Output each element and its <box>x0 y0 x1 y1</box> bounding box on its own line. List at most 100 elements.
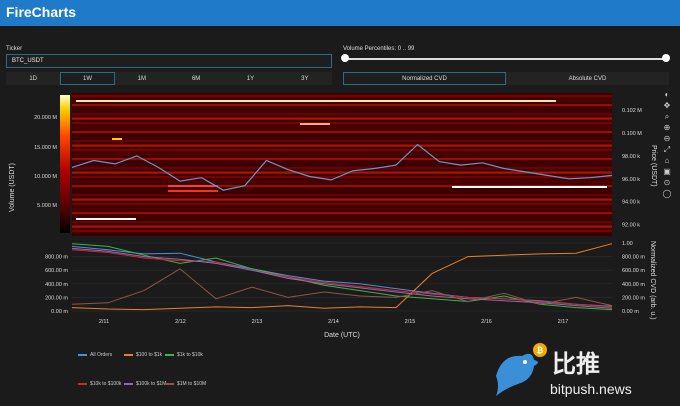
cvd-left-tick-label: 400.00 m <box>45 282 68 288</box>
cvd-series--100-to-1k <box>71 243 613 311</box>
pan-icon[interactable]: ✥ <box>663 101 671 110</box>
cvd-axis-title: Normalized CVD (arb. u.) <box>649 241 656 320</box>
app-header: FireCharts <box>0 0 680 26</box>
zoom-out-icon[interactable]: ⊖ <box>663 134 671 143</box>
heatmap-band <box>72 108 612 111</box>
spike-icon[interactable]: ⊙ <box>663 178 671 187</box>
legend-item[interactable]: $10k to $100k <box>78 381 121 387</box>
timeframe-selector: 1D 1W 1M 6M 1Y 3Y <box>6 72 332 85</box>
timeframe-button-1m[interactable]: 1M <box>114 72 169 85</box>
heatmap-band <box>72 185 612 188</box>
price-tick-label: 0.102 M <box>622 108 642 114</box>
legend-item[interactable]: $100 to $1k <box>124 352 162 358</box>
zoom-in-icon[interactable]: ⊕ <box>663 123 671 132</box>
legend-label: $100k to $1M <box>136 381 167 387</box>
price-tick-label: 94.00 k <box>622 200 640 206</box>
legend-label: $1M to $10M <box>177 381 207 387</box>
cvd-right-tick-label: 800.00 m <box>622 255 645 261</box>
legend-item[interactable]: $100k to $1M <box>124 381 166 387</box>
heatmap-band <box>72 203 612 206</box>
autoscale-icon[interactable]: ⤢ <box>663 145 671 154</box>
timeframe-button-1d[interactable]: 1D <box>6 72 61 85</box>
legend-label: $10k to $100k <box>90 381 122 387</box>
legend-item[interactable]: $1k to $10k <box>165 352 203 358</box>
legend-swatch <box>165 383 174 385</box>
heatmap-band <box>72 144 612 147</box>
legend-swatch <box>124 354 133 356</box>
colorbar-ticks: 20.000 M 15.000 M 10.000 M 5.000 M <box>34 115 57 209</box>
heatmap-band <box>72 104 612 107</box>
ticker-input[interactable]: BTC_USDT <box>6 54 332 68</box>
cvd-mode-button-normalized-cvd[interactable]: Normalized CVD <box>343 72 506 85</box>
heatmap-band <box>72 212 612 215</box>
percentile-slider-high-handle[interactable] <box>662 54 670 62</box>
colorbar-tick-label: 20.000 M <box>34 115 57 121</box>
date-ticks: 2/11 2/12 2/13 2/14 2/15 2/16 2/17 <box>99 319 569 325</box>
bitpush-bird-logo: ₿ <box>496 343 547 396</box>
cvd-right-tick-label: 200.00 m <box>622 295 645 301</box>
zoom-icon[interactable]: ⌕ <box>664 112 670 121</box>
legend-swatch <box>124 383 133 385</box>
cvd-left-ticks: 800.00 m 600.00 m 400.00 m 200.00 m 0.00 m <box>45 255 68 315</box>
price-tick-label: 96.00 k <box>622 177 640 183</box>
hover-icon[interactable]: ◯ <box>662 189 672 198</box>
date-tick-label: 2/14 <box>328 319 339 325</box>
watermark-cn: 比推 <box>552 350 600 378</box>
heatmap-band <box>72 225 612 228</box>
cvd-series--10k-to-100k <box>71 249 613 308</box>
legend-item[interactable]: $1M to $10M <box>165 381 206 387</box>
heatmap-band <box>72 131 612 134</box>
colorbar-tick-label: 15.000 M <box>34 145 57 151</box>
bitpush-watermark: ₿ 比推 bitpush.news <box>496 343 632 397</box>
cvd-right-tick-label: 400.00 m <box>622 282 645 288</box>
heatmap-hotspot <box>168 190 218 192</box>
date-tick-label: 2/13 <box>252 319 263 325</box>
date-tick-label: 2/16 <box>481 319 492 325</box>
heatmap-hotspot <box>76 100 556 102</box>
timeframe-button-1w[interactable]: 1W <box>60 72 115 85</box>
cvd-left-tick-label: 0.00 m <box>51 309 68 315</box>
cvd-left-tick-label: 600.00 m <box>45 268 68 274</box>
ticker-label: Ticker <box>6 46 23 52</box>
date-tick-label: 2/12 <box>175 319 186 325</box>
price-axis-title: Price (USDT) <box>650 145 657 187</box>
heatmap-band <box>72 158 612 161</box>
timeframe-button-6m[interactable]: 6M <box>168 72 224 85</box>
date-tick-label: 2/11 <box>99 319 109 325</box>
percentile-slider-track[interactable] <box>344 58 666 60</box>
heatmap-band <box>72 149 612 152</box>
volume-axis-title: Volume (USDT) <box>9 163 16 212</box>
heatmap-hotspot <box>452 186 607 188</box>
plotly-logo-icon[interactable]: ◐ <box>664 90 670 99</box>
watermark-en: bitpush.news <box>550 381 632 397</box>
colorbar <box>60 95 70 233</box>
timeframe-button-1y[interactable]: 1Y <box>223 72 278 85</box>
reset-icon[interactable]: ⌂ <box>664 156 670 165</box>
colorbar-tick-label: 5.000 M <box>37 203 57 209</box>
heatmap-band <box>72 126 612 129</box>
heatmap-hotspot <box>300 123 330 125</box>
legend-swatch <box>165 354 174 356</box>
cvd-mode-button-absolute-cvd[interactable]: Absolute CVD <box>506 72 669 85</box>
heatmap-band <box>72 180 612 183</box>
heatmap-band <box>72 153 612 156</box>
cvd-left-tick-label: 800.00 m <box>45 255 68 261</box>
heatmap-band <box>72 113 612 116</box>
camera-icon[interactable]: ▣ <box>663 167 671 176</box>
heatmap-band <box>72 189 612 192</box>
percentile-slider-low-handle[interactable] <box>341 54 349 62</box>
legend-label: All Orders <box>90 352 113 358</box>
timeframe-button-3y[interactable]: 3Y <box>277 72 332 85</box>
firecharts-plot[interactable]: Volume (USDT) 20.000 M 15.000 M 10.000 M 5.… <box>0 90 680 346</box>
price-tick-label: 92.00 k <box>622 223 640 229</box>
date-axis-title: Date (UTC) <box>324 332 360 339</box>
app-title: FireCharts <box>6 4 77 20</box>
heatmap-band <box>72 167 612 170</box>
cvd-right-tick-label: 1.00 <box>622 241 633 247</box>
legend-item[interactable]: All Orders <box>78 352 112 358</box>
cvd-left-tick-label: 200.00 m <box>45 295 68 301</box>
heatmap-band <box>72 122 612 125</box>
cvd-series--100k-to-1m <box>71 247 613 309</box>
heatmap-band <box>72 135 612 138</box>
heatmap-hotspot <box>112 138 122 140</box>
